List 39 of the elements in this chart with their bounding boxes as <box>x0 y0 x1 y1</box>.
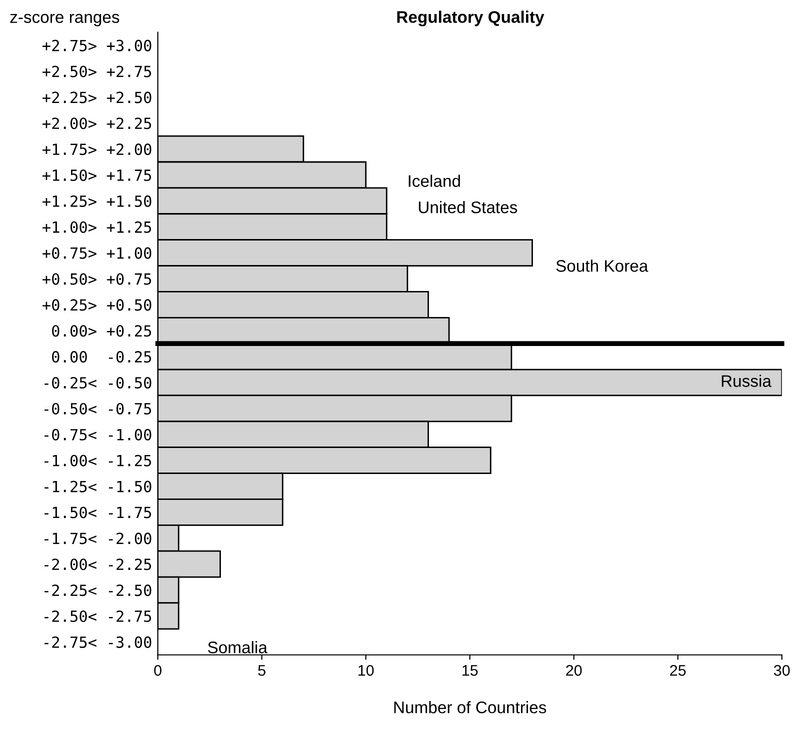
x-tick-label: 5 <box>258 665 266 676</box>
y-tick-label: -0.75< -1.00 <box>44 428 152 440</box>
y-tick-label: -1.75< -2.00 <box>44 532 152 544</box>
y-tick-label: -2.50< -2.75 <box>44 610 152 622</box>
y-tick-label: -0.25< -0.50 <box>44 377 152 389</box>
y-tick-label: +2.75> +3.00 <box>42 40 152 52</box>
y-tick-label: +2.00> +2.25 <box>42 118 152 130</box>
y-tick-label: 0.00 -0.25 <box>52 351 152 363</box>
chart-title: Regulatory Quality <box>397 10 544 26</box>
y-tick-label: -2.25< -2.50 <box>44 584 152 596</box>
y-tick-label: -2.75< -3.00 <box>44 636 152 648</box>
annotation: United States <box>418 201 518 214</box>
y-axis-title: z-score ranges <box>10 14 120 26</box>
y-tick-label: +1.00> +1.25 <box>42 221 152 233</box>
x-tick-label: 15 <box>462 665 478 676</box>
y-tick-label: -1.00< -1.25 <box>44 454 152 466</box>
y-tick-label: +0.75> +1.00 <box>42 247 152 259</box>
y-tick-label: -1.25< -1.50 <box>44 480 152 492</box>
y-tick-label: +0.25> +0.50 <box>42 299 152 311</box>
y-tick-label: -0.50< -0.75 <box>44 402 152 414</box>
x-tick-label: 0 <box>154 665 162 676</box>
annotation: Iceland <box>408 174 460 187</box>
annotation: Russia <box>722 374 772 387</box>
y-tick-label: +2.50> +2.75 <box>42 66 152 78</box>
y-tick-label: -2.00< -2.25 <box>44 558 152 570</box>
y-tick-label: -1.50< -1.75 <box>44 506 152 518</box>
x-tick-label: 20 <box>566 665 582 676</box>
x-tick-label: 30 <box>774 665 790 676</box>
annotation: South Korea <box>556 260 648 272</box>
x-axis-title: Number of Countries <box>394 701 546 714</box>
x-tick-label: 10 <box>358 665 374 676</box>
x-tick-label: 25 <box>670 665 686 676</box>
y-tick-label: 0.00> +0.25 <box>52 325 152 337</box>
annotation: Somalia <box>208 641 268 654</box>
y-tick-label: +2.25> +2.50 <box>42 92 152 104</box>
y-tick-label: +0.50> +0.75 <box>42 273 152 285</box>
y-tick-label: +1.50> +1.75 <box>42 169 152 182</box>
y-tick-label: +1.25> +1.50 <box>42 195 152 207</box>
y-tick-label: +1.75> +2.00 <box>42 144 152 156</box>
